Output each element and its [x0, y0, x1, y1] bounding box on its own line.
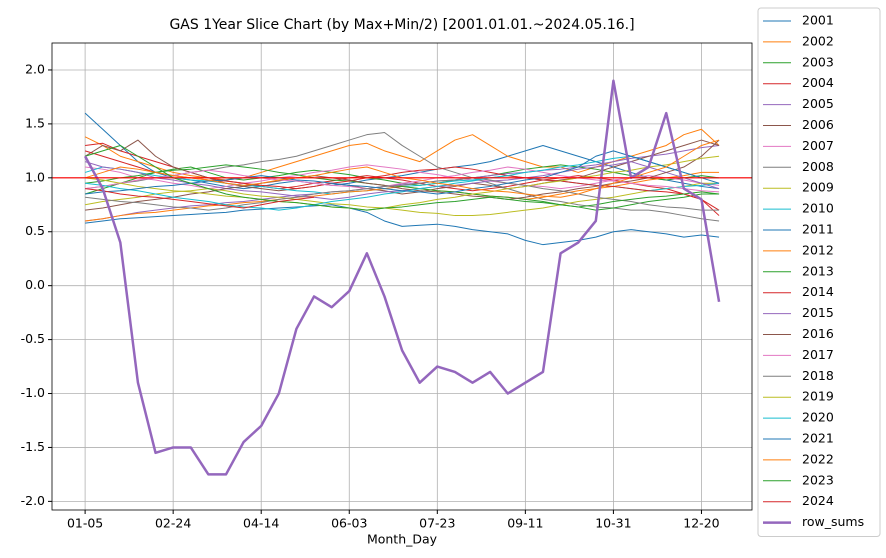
y-tick-label: 2.0 [25, 61, 45, 76]
legend-label: 2024 [802, 493, 834, 508]
series-line [85, 164, 720, 211]
legend-label: 2016 [802, 326, 834, 341]
legend-label: 2006 [802, 117, 834, 132]
legend-label: 2015 [802, 305, 834, 320]
y-tick-label: 0.0 [25, 277, 45, 292]
y-tick-label: -2.0 [21, 493, 45, 508]
x-tick-label: 06-03 [331, 516, 367, 531]
series-line [85, 155, 720, 211]
y-tick-label: 1.5 [25, 115, 45, 130]
legend-label: 2020 [802, 410, 834, 425]
legend-label: 2007 [802, 138, 834, 153]
plot-lines [84, 79, 721, 476]
y-tick-label: -1.0 [21, 385, 45, 400]
x-tick-label: 07-23 [419, 516, 455, 531]
chart-title: GAS 1Year Slice Chart (by Max+Min/2) [20… [169, 17, 634, 33]
legend-label: 2004 [802, 75, 834, 90]
legend-label: 2002 [802, 33, 834, 48]
legend-label: 2017 [802, 347, 834, 362]
series-line [85, 139, 720, 211]
x-tick-label: 04-14 [243, 516, 279, 531]
legend-label: 2021 [802, 431, 834, 446]
legend-label: 2022 [802, 451, 834, 466]
legend-label: 2013 [802, 263, 834, 278]
series-line [84, 144, 720, 211]
y-tick-label: -0.5 [21, 331, 45, 346]
y-tick-label: 1.0 [25, 169, 45, 184]
x-tick-label: 09-11 [507, 516, 543, 531]
legend-label: row_sums [802, 514, 864, 529]
series-line [85, 182, 720, 217]
legend-label: 2019 [802, 389, 834, 404]
x-tick-label: 10-31 [595, 516, 631, 531]
legend-label: 2008 [802, 159, 834, 174]
legend-label: 2009 [802, 180, 834, 195]
legend-label: 2023 [802, 472, 834, 487]
y-tick-label: 0.5 [25, 223, 45, 238]
plot-frame [51, 42, 753, 511]
series-line [85, 144, 720, 222]
x-axis-label: Month_Day [367, 532, 438, 547]
legend-label: 2003 [802, 54, 834, 69]
legend-label: 2005 [802, 96, 834, 111]
legend-label: 2012 [802, 242, 834, 257]
series-line [84, 79, 721, 476]
x-tick-label: 12-20 [683, 516, 719, 531]
legend-label: 2014 [802, 284, 834, 299]
x-tick-label: 02-24 [155, 516, 191, 531]
series-line [85, 204, 720, 246]
legend-label: 2018 [802, 368, 834, 383]
series-line [84, 139, 720, 195]
legend-label: 2010 [802, 201, 834, 216]
series-line [85, 188, 315, 209]
series-line [85, 177, 720, 211]
y-tick-label: -1.5 [21, 439, 45, 454]
legend-label: 2001 [802, 13, 834, 28]
series-line [85, 164, 720, 190]
legend-box [757, 7, 881, 537]
legend-label: 2011 [802, 222, 834, 237]
x-tick-label: 01-05 [67, 516, 103, 531]
series-line [85, 166, 720, 193]
series-line [85, 155, 720, 211]
